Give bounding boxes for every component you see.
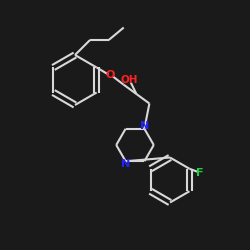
Text: N: N — [121, 160, 130, 170]
Text: OH: OH — [120, 75, 138, 85]
Text: O: O — [106, 70, 115, 80]
Text: F: F — [196, 168, 204, 177]
Text: N: N — [140, 120, 149, 130]
